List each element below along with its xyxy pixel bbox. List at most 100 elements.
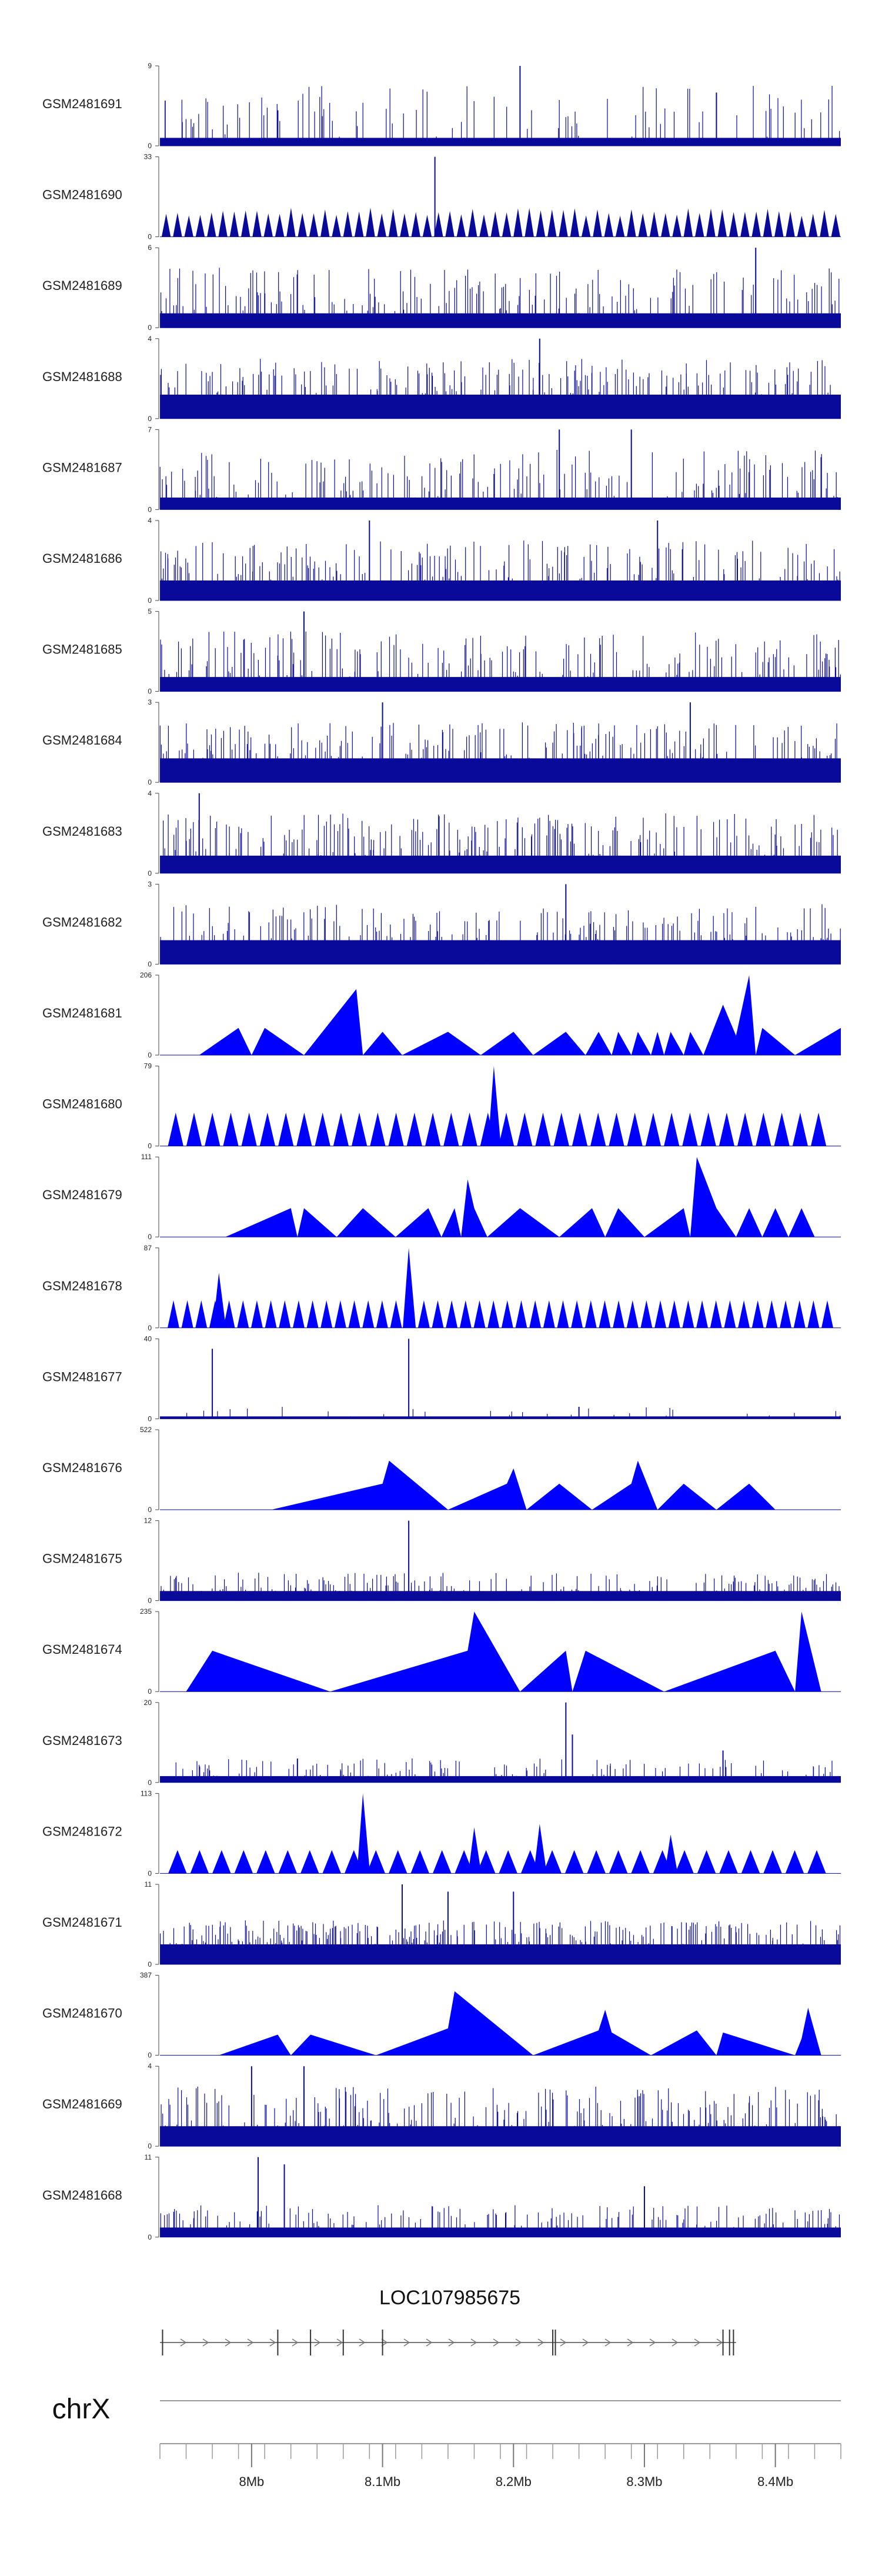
strand-arrow (470, 2338, 477, 2347)
track-label: GSM2481671 (42, 1915, 122, 1930)
track-label: GSM2481679 (42, 1187, 122, 1202)
y-zero-label: 0 (148, 2142, 152, 2150)
baseline-signal (160, 1416, 841, 1419)
strand-arrow (671, 2338, 679, 2347)
track-label: GSM2481685 (42, 642, 122, 657)
y-zero-label: 0 (148, 1142, 152, 1150)
strand-arrow (694, 2338, 701, 2347)
y-max-label: 4 (148, 335, 152, 343)
y-max-label: 9 (148, 62, 152, 70)
y-zero-label: 0 (148, 1414, 152, 1423)
track-GSM2481680: GSM2481680 79 0 (42, 1062, 841, 1150)
signal-peak (357, 1793, 370, 1874)
signal-area (166, 1112, 828, 1146)
signal-tracks: GSM248169190GSM2481690330GSM248168960GSM… (42, 62, 841, 2241)
y-zero-label: 0 (148, 1324, 152, 1332)
y-max-label: 522 (140, 1426, 152, 1434)
y-zero-label: 0 (148, 688, 152, 696)
y-zero-label: 0 (148, 778, 152, 786)
y-max-label: 387 (140, 1971, 152, 1980)
signal-GSM2481685 (160, 611, 841, 692)
track-GSM2481685: GSM2481685 5 0 (42, 608, 841, 696)
strand-arrow (604, 2338, 612, 2347)
strand-arrow (202, 2338, 209, 2347)
baseline-signal (160, 2126, 841, 2147)
signal-GSM2481677 (160, 1339, 841, 1419)
signal-peak (468, 1827, 482, 1874)
chromosome-label: chrX (52, 2394, 111, 2425)
y-zero-label: 0 (148, 1051, 152, 1059)
track-label: GSM2481676 (42, 1460, 122, 1475)
signal-area (199, 975, 841, 1055)
track-label: GSM2481669 (42, 2097, 122, 2111)
gene-track: LOC107985675 (160, 2287, 736, 2355)
track-GSM2481684: GSM2481684 3 0 (42, 698, 841, 786)
y-zero-label: 0 (148, 1233, 152, 1241)
signal-GSM2481678 (166, 1247, 834, 1328)
signal-peak (487, 1066, 501, 1146)
y-max-label: 113 (141, 1789, 152, 1797)
track-GSM2481668: GSM2481668 11 0 (42, 2153, 841, 2241)
track-label: GSM2481678 (42, 1279, 122, 1293)
track-label: GSM2481674 (42, 1642, 122, 1657)
baseline-signal (160, 580, 841, 600)
y-zero-label: 0 (148, 323, 152, 332)
signal-area (225, 1157, 815, 1237)
signal-area (166, 1300, 834, 1328)
track-GSM2481688: GSM2481688 4 0 (42, 335, 841, 423)
gene-model (160, 2330, 736, 2355)
track-GSM2481672: GSM2481672 113 0 (42, 1789, 841, 1877)
signal-GSM2481672 (166, 1793, 828, 1874)
y-zero-label: 0 (148, 505, 152, 513)
y-zero-label: 0 (148, 1778, 152, 1787)
axis-tick-label: 8.2Mb (496, 2474, 532, 2489)
track-label: GSM2481677 (42, 1369, 122, 1384)
strand-arrow (537, 2338, 544, 2347)
y-max-label: 5 (148, 608, 152, 616)
strand-arrow (515, 2338, 522, 2347)
track-label: GSM2481688 (42, 369, 122, 384)
track-label: GSM2481691 (42, 96, 122, 111)
signal-GSM2481681 (199, 975, 841, 1055)
signal-GSM2481690 (160, 156, 841, 237)
strand-arrow (426, 2338, 433, 2347)
y-zero-label: 0 (148, 1687, 152, 1696)
signal-GSM2481668 (160, 2157, 841, 2237)
signal-GSM2481676 (271, 1460, 776, 1510)
signal-peak (533, 1824, 547, 1874)
track-GSM2481677: GSM2481677 40 0 (42, 1334, 841, 1423)
track-GSM2481690: GSM2481690 33 0 (42, 153, 841, 241)
track-label: GSM2481683 (42, 824, 122, 839)
signal-GSM2481669 (160, 2066, 841, 2147)
baseline-signal (160, 677, 841, 692)
axis-tick-label: 8.3Mb (626, 2474, 662, 2489)
signal-GSM2481684 (159, 702, 841, 783)
track-GSM2481691: GSM2481691 9 0 (42, 62, 841, 150)
y-max-label: 6 (148, 243, 152, 252)
signal-GSM2481673 (160, 1702, 841, 1783)
y-max-label: 3 (148, 698, 152, 706)
strand-arrow (403, 2338, 410, 2347)
track-GSM2481682: GSM2481682 3 0 (42, 880, 841, 968)
axis-tick-label: 8.4Mb (757, 2474, 793, 2489)
track-label: GSM2481680 (42, 1097, 122, 1112)
y-zero-label: 0 (148, 233, 152, 241)
y-zero-label: 0 (148, 1960, 152, 1968)
y-max-label: 12 (144, 1517, 152, 1525)
y-zero-label: 0 (148, 1506, 152, 1514)
strand-arrow (247, 2338, 254, 2347)
signal-GSM2481679 (225, 1157, 815, 1237)
strand-arrow (448, 2338, 455, 2347)
signal-GSM2481688 (160, 338, 841, 419)
track-label: GSM2481682 (42, 915, 122, 929)
signal-peak (664, 1834, 678, 1874)
y-max-label: 4 (148, 516, 152, 525)
y-max-label: 111 (141, 1153, 152, 1161)
strand-arrow (716, 2338, 723, 2347)
track-label: GSM2481670 (42, 2006, 122, 2021)
strand-arrow (627, 2338, 634, 2347)
track-GSM2481669: GSM2481669 4 0 (42, 2062, 841, 2150)
signal-GSM2481683 (160, 793, 841, 873)
strand-arrow (292, 2338, 299, 2347)
axis-tick-label: 8.1Mb (365, 2474, 400, 2489)
